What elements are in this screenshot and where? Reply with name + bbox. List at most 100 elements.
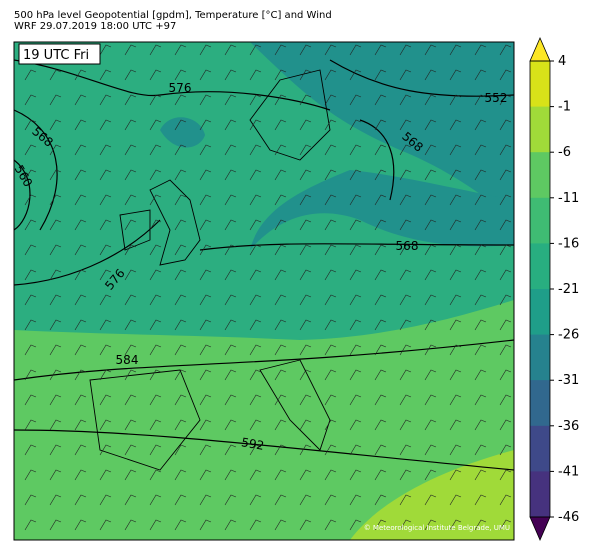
wind-barb (399, 369, 412, 381)
wind-barb (324, 119, 337, 131)
wind-barb (349, 194, 362, 206)
wind-barb (174, 444, 187, 456)
wind-barb (174, 94, 187, 106)
wind-barb (449, 169, 462, 181)
wind-barb (499, 344, 512, 356)
wind-barb (174, 294, 187, 306)
wind-barb (224, 469, 237, 481)
wind-barb (474, 494, 487, 506)
wind-barb (374, 369, 387, 381)
wind-barb (349, 94, 362, 106)
wind-barb (399, 119, 412, 131)
wind-barb (99, 319, 112, 331)
colorbar-tick-label: -41 (558, 464, 579, 479)
wind-barb (24, 269, 37, 281)
wind-barb (349, 44, 362, 56)
wind-barb (499, 169, 512, 181)
wind-barb (199, 69, 212, 81)
wind-barb (374, 419, 387, 431)
wind-barb (374, 319, 387, 331)
wind-barb (349, 119, 362, 131)
wind-barb (274, 319, 287, 331)
wind-barb (399, 294, 412, 306)
wind-barb (399, 244, 412, 256)
contour-label: 592 (240, 435, 265, 453)
wind-barb (449, 44, 462, 56)
wind-barb (299, 369, 312, 381)
wind-barb (349, 219, 362, 231)
wind-barb (374, 244, 387, 256)
wind-barb (224, 119, 237, 131)
wind-barb (99, 444, 112, 456)
wind-barb (149, 269, 162, 281)
wind-barb (24, 444, 37, 456)
wind-barb (249, 444, 262, 456)
wind-barb (274, 119, 287, 131)
wind-barb (274, 344, 287, 356)
wind-barb (499, 219, 512, 231)
wind-barb (99, 94, 112, 106)
wind-barb (199, 169, 212, 181)
wind-barb (74, 119, 87, 131)
wind-barb (74, 394, 87, 406)
wind-barb (224, 94, 237, 106)
wind-barb (149, 419, 162, 431)
wind-barb (49, 394, 62, 406)
wind-barb (474, 269, 487, 281)
wind-barb (249, 369, 262, 381)
wind-barb (374, 194, 387, 206)
wind-barb (274, 469, 287, 481)
wind-barb (424, 319, 437, 331)
wind-barb (349, 294, 362, 306)
wind-barb (224, 294, 237, 306)
wind-barb (149, 469, 162, 481)
wind-barb (424, 44, 437, 56)
wind-barb (474, 519, 487, 531)
colorbar-tick-label: -21 (558, 282, 579, 297)
wind-barb (374, 69, 387, 81)
wind-barb (24, 94, 37, 106)
wind-barb (74, 269, 87, 281)
wind-barb (474, 244, 487, 256)
wind-barb (124, 119, 137, 131)
wind-barb (424, 69, 437, 81)
wind-barb (449, 144, 462, 156)
wind-barb (499, 144, 512, 156)
wind-barb (174, 269, 187, 281)
wind-barb (374, 269, 387, 281)
wind-barb (249, 169, 262, 181)
wind-barb (299, 444, 312, 456)
wind-barb (324, 219, 337, 231)
wind-barb (224, 219, 237, 231)
wind-barb (474, 119, 487, 131)
contour-label: 568 (396, 239, 419, 253)
wind-barb (399, 44, 412, 56)
wind-barb (99, 44, 112, 56)
wind-barb (49, 219, 62, 231)
wind-barb (249, 269, 262, 281)
wind-barb (274, 69, 287, 81)
contour-label: 576 (169, 81, 192, 95)
wind-barb (49, 494, 62, 506)
wind-barb (449, 294, 462, 306)
wind-barb (174, 119, 187, 131)
wind-barb (274, 94, 287, 106)
wind-barb (349, 469, 362, 481)
wind-barb (324, 419, 337, 431)
wind-barb (124, 519, 137, 531)
wind-barb (249, 69, 262, 81)
wind-barb (124, 144, 137, 156)
wind-barb (374, 169, 387, 181)
wind-barb (249, 419, 262, 431)
wind-barb (199, 244, 212, 256)
wind-barb (174, 419, 187, 431)
wind-barb (174, 394, 187, 406)
wind-barb (399, 169, 412, 181)
wind-barb (474, 144, 487, 156)
wind-barb (224, 269, 237, 281)
wind-barb (199, 194, 212, 206)
wind-barb (274, 394, 287, 406)
wind-barb (24, 244, 37, 256)
colorbar-band (530, 471, 550, 518)
wind-barb (99, 519, 112, 531)
